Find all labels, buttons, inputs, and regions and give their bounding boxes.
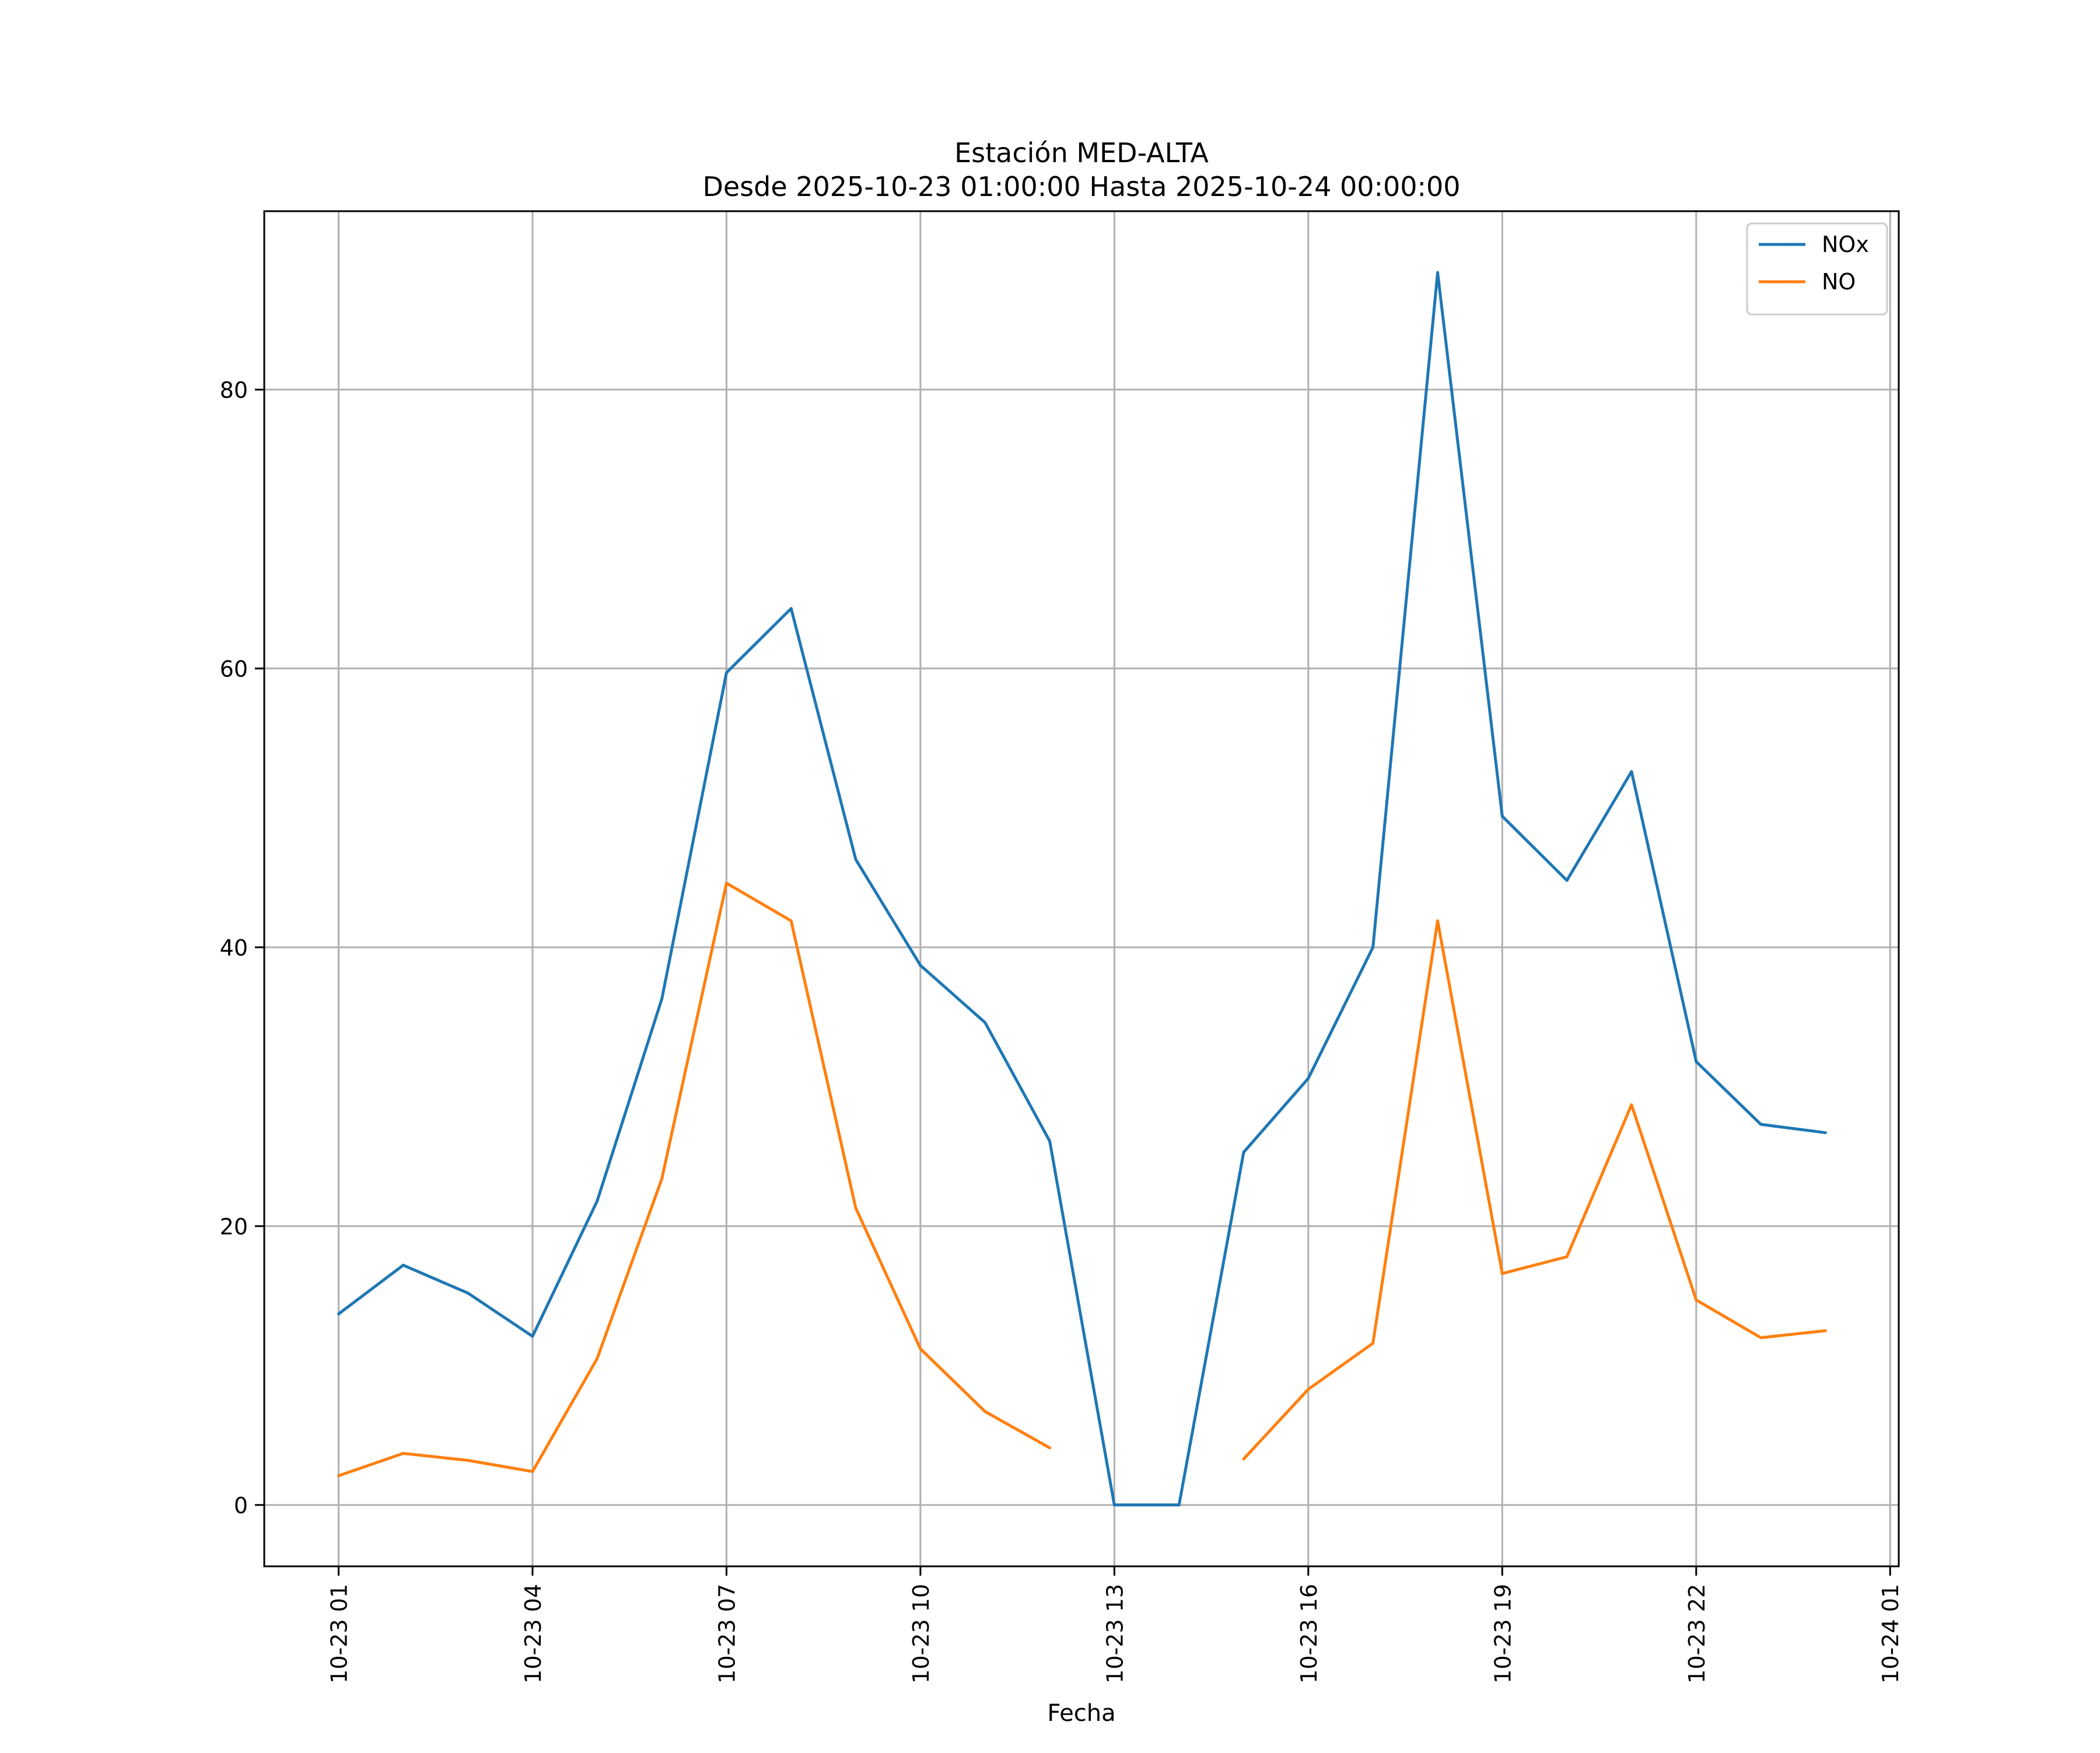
y-tick-label: 0: [234, 1493, 248, 1518]
data-point-no: [401, 1451, 405, 1455]
data-point-no: [1048, 1446, 1052, 1450]
data-point-no: [1242, 1457, 1245, 1461]
data-point-nox: [1565, 879, 1569, 882]
data-point-nox: [984, 1021, 987, 1024]
data-point-no: [1371, 1342, 1375, 1345]
data-point-nox: [596, 1199, 599, 1203]
data-point-no: [1500, 1272, 1504, 1275]
y-tick-label: 20: [220, 1214, 248, 1240]
x-axis-label: Fecha: [1047, 1700, 1115, 1727]
data-point-nox: [1112, 1503, 1116, 1507]
data-point-nox: [1695, 1060, 1698, 1063]
data-point-nox: [1630, 770, 1633, 774]
data-point-no: [337, 1474, 340, 1478]
data-point-nox: [1436, 271, 1439, 274]
data-point-no: [660, 1177, 664, 1181]
series-nox: [337, 271, 1827, 1507]
data-point-nox: [401, 1264, 405, 1267]
x-tick-label: 10-23 04: [520, 1584, 546, 1684]
data-point-nox: [337, 1312, 340, 1315]
data-point-no: [1436, 919, 1439, 922]
plot-frame: [263, 210, 1900, 1567]
data-point-nox: [1824, 1131, 1827, 1135]
series-line-nox: [337, 271, 1826, 1507]
data-point-no: [854, 1206, 858, 1210]
data-point-no: [1307, 1387, 1310, 1391]
data-point-no: [984, 1410, 987, 1413]
data-point-no: [789, 919, 793, 922]
data-point-nox: [1759, 1122, 1763, 1126]
data-point-no: [1565, 1255, 1569, 1258]
data-point-nox: [789, 607, 793, 610]
grid-layer: [264, 211, 1899, 1566]
data-point-nox: [466, 1292, 470, 1295]
data-point-nox: [1242, 1150, 1245, 1154]
y-tick-label: 60: [220, 656, 248, 682]
data-point-no: [919, 1347, 922, 1350]
data-point-nox: [1500, 814, 1504, 818]
x-tick-label: 10-23 13: [1102, 1584, 1128, 1684]
x-tick-label: 10-23 10: [908, 1584, 934, 1684]
legend-label-no: NO: [1822, 269, 1856, 295]
data-point-nox: [660, 997, 664, 1000]
data-point-nox: [919, 964, 922, 967]
chart-subtitle: Desde 2025-10-23 01:00:00 Hasta 2025-10-…: [702, 171, 1460, 202]
x-tick-label: 10-23 16: [1296, 1584, 1322, 1684]
x-tick-label: 10-23 22: [1684, 1584, 1710, 1684]
data-point-no: [596, 1357, 599, 1360]
legend-box: [1746, 222, 1888, 316]
data-point-no: [724, 881, 728, 885]
series-layer: [337, 271, 1827, 1507]
data-point-no: [1759, 1336, 1763, 1339]
y-tick-label: 80: [220, 377, 248, 403]
data-point-no: [1630, 1103, 1633, 1107]
data-point-nox: [1177, 1503, 1181, 1507]
legend: NOx NO: [1746, 222, 1888, 316]
data-point-nox: [1048, 1139, 1052, 1143]
x-tick-label: 10-23 07: [714, 1584, 740, 1684]
chart-title: Estación MED-ALTA: [954, 137, 1209, 169]
data-point-nox: [1307, 1077, 1310, 1080]
data-point-nox: [724, 671, 728, 674]
data-point-no: [1695, 1299, 1698, 1302]
data-point-nox: [1371, 946, 1375, 949]
tick-layer: 10-23 01 10-23 04 10-23 07 10-23 10 10-23 13…: [220, 377, 1904, 1684]
data-point-no: [531, 1469, 534, 1473]
series-no: [337, 881, 1827, 1478]
data-point-no: [466, 1458, 470, 1462]
x-tick-label: 10-24 01: [1878, 1584, 1903, 1684]
series-line-no: [338, 881, 1826, 1478]
y-tick-label: 40: [220, 935, 248, 961]
legend-label-nox: NOx: [1822, 232, 1869, 257]
data-point-no: [1824, 1329, 1827, 1332]
data-point-nox: [854, 858, 858, 861]
x-tick-label: 10-23 19: [1490, 1584, 1516, 1684]
data-point-nox: [531, 1335, 534, 1338]
x-tick-label: 10-23 01: [326, 1584, 352, 1684]
